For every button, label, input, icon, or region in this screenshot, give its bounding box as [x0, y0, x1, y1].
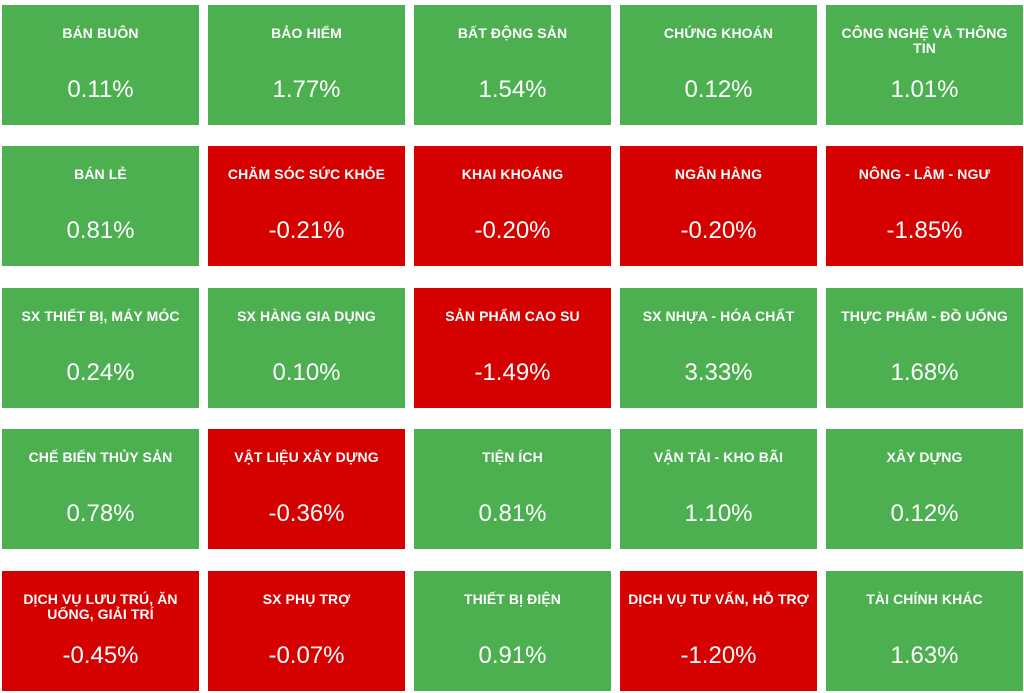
sector-tile[interactable]: SẢN PHẨM CAO SU -1.49% — [414, 288, 611, 408]
sector-tile[interactable]: THỰC PHẨM - ĐỒ UỐNG 1.68% — [826, 288, 1023, 408]
sector-change: 0.12% — [890, 500, 959, 527]
sector-name: CHĂM SÓC SỨC KHỎE — [227, 166, 386, 182]
sector-change: 1.68% — [890, 359, 959, 386]
sector-change: 0.81% — [478, 500, 547, 527]
sector-tile[interactable]: VẬN TẢI - KHO BÃI 1.10% — [620, 429, 817, 549]
sector-name: VẬT LIỆU XÂY DỰNG — [234, 449, 379, 465]
sector-tile[interactable]: DỊCH VỤ TƯ VẤN, HỖ TRỢ -1.20% — [620, 571, 817, 691]
sector-name: BẢO HIỂM — [271, 25, 342, 41]
sector-name: VẬN TẢI - KHO BÃI — [653, 449, 784, 465]
sector-tile[interactable]: BẤT ĐỘNG SẢN 1.54% — [414, 5, 611, 125]
sector-name: KHAI KHOÁNG — [461, 166, 564, 182]
sector-change: -1.85% — [886, 217, 963, 244]
sector-tile[interactable]: NGÂN HÀNG -0.20% — [620, 146, 817, 266]
sector-name: BÁN LẺ — [74, 166, 127, 182]
sector-name: NÔNG - LÂM - NGƯ — [858, 166, 991, 182]
sector-change: 0.78% — [66, 500, 135, 527]
sector-name: SẢN PHẨM CAO SU — [445, 308, 580, 324]
sector-tile[interactable]: THIẾT BỊ ĐIỆN 0.91% — [414, 571, 611, 691]
sector-name: THIẾT BỊ ĐIỆN — [464, 591, 561, 607]
sector-tile[interactable]: SX THIẾT BỊ, MÁY MÓC 0.24% — [2, 288, 199, 408]
sector-tile[interactable]: DỊCH VỤ LƯU TRÚ, ĂN UỐNG, GIẢI TRÍ -0.45… — [2, 571, 199, 691]
sector-tile[interactable]: NÔNG - LÂM - NGƯ -1.85% — [826, 146, 1023, 266]
sector-tile[interactable]: SX NHỰA - HÓA CHẤT 3.33% — [620, 288, 817, 408]
sector-tile[interactable]: CHĂM SÓC SỨC KHỎE -0.21% — [208, 146, 405, 266]
sector-change: -1.20% — [680, 642, 757, 669]
sector-change: 1.54% — [478, 76, 547, 103]
sector-change: -0.45% — [62, 642, 139, 669]
sector-change: -0.36% — [268, 500, 345, 527]
sector-change: -0.20% — [474, 217, 551, 244]
sector-change: 1.77% — [272, 76, 341, 103]
sector-change: 0.10% — [272, 359, 341, 386]
sector-change: 1.10% — [684, 500, 753, 527]
sector-name: SX THIẾT BỊ, MÁY MÓC — [21, 308, 180, 324]
sector-name: SX HÀNG GIA DỤNG — [237, 308, 376, 324]
sector-name: THỰC PHẨM - ĐỒ UỐNG — [841, 308, 1008, 324]
sector-change: -0.20% — [680, 217, 757, 244]
sector-tile[interactable]: VẬT LIỆU XÂY DỰNG -0.36% — [208, 429, 405, 549]
sector-name: TIỆN ÍCH — [482, 449, 543, 465]
sector-change: 0.12% — [684, 76, 753, 103]
sector-change: -0.07% — [268, 642, 345, 669]
sector-tile[interactable]: CÔNG NGHỆ VÀ THÔNG TIN 1.01% — [826, 5, 1023, 125]
sector-name: TÀI CHÍNH KHÁC — [866, 591, 983, 607]
sector-tile[interactable]: CHẾ BIẾN THỦY SẢN 0.78% — [2, 429, 199, 549]
sector-change: 0.11% — [67, 76, 134, 103]
sector-tile[interactable]: TÀI CHÍNH KHÁC 1.63% — [826, 571, 1023, 691]
sector-tile[interactable]: CHỨNG KHOÁN 0.12% — [620, 5, 817, 125]
sector-tile[interactable]: XÂY DỰNG 0.12% — [826, 429, 1023, 549]
sector-tile[interactable]: TIỆN ÍCH 0.81% — [414, 429, 611, 549]
sector-change: 1.63% — [890, 642, 959, 669]
sector-name: BÁN BUÔN — [62, 25, 139, 41]
sector-change: 0.91% — [478, 642, 547, 669]
sector-name: CHẾ BIẾN THỦY SẢN — [28, 449, 173, 465]
sector-change: 1.01% — [890, 76, 959, 103]
sector-name: NGÂN HÀNG — [674, 166, 763, 182]
sector-tile[interactable]: BÁN LẺ 0.81% — [2, 146, 199, 266]
sector-tile[interactable]: BÁN BUÔN 0.11% — [2, 5, 199, 125]
sector-change: -0.21% — [268, 217, 345, 244]
sector-tile[interactable]: SX HÀNG GIA DỤNG 0.10% — [208, 288, 405, 408]
sector-tile[interactable]: SX PHỤ TRỢ -0.07% — [208, 571, 405, 691]
sector-change: -1.49% — [474, 359, 551, 386]
sector-tile[interactable]: KHAI KHOÁNG -0.20% — [414, 146, 611, 266]
sector-tile[interactable]: BẢO HIỂM 1.77% — [208, 5, 405, 125]
sector-change: 0.24% — [66, 359, 135, 386]
sector-change: 3.33% — [684, 359, 753, 386]
sector-name: SX NHỰA - HÓA CHẤT — [642, 308, 795, 324]
sector-name: DỊCH VỤ TƯ VẤN, HỖ TRỢ — [628, 591, 809, 607]
sector-name: CÔNG NGHỆ VÀ THÔNG TIN — [841, 25, 1008, 56]
sector-name: BẤT ĐỘNG SẢN — [457, 25, 568, 41]
sector-name: DỊCH VỤ LƯU TRÚ, ĂN UỐNG, GIẢI TRÍ — [23, 591, 178, 622]
sector-name: SX PHỤ TRỢ — [262, 591, 351, 607]
sector-name: XÂY DỰNG — [886, 449, 963, 465]
sector-change: 0.81% — [66, 217, 135, 244]
sector-name: CHỨNG KHOÁN — [663, 25, 774, 41]
